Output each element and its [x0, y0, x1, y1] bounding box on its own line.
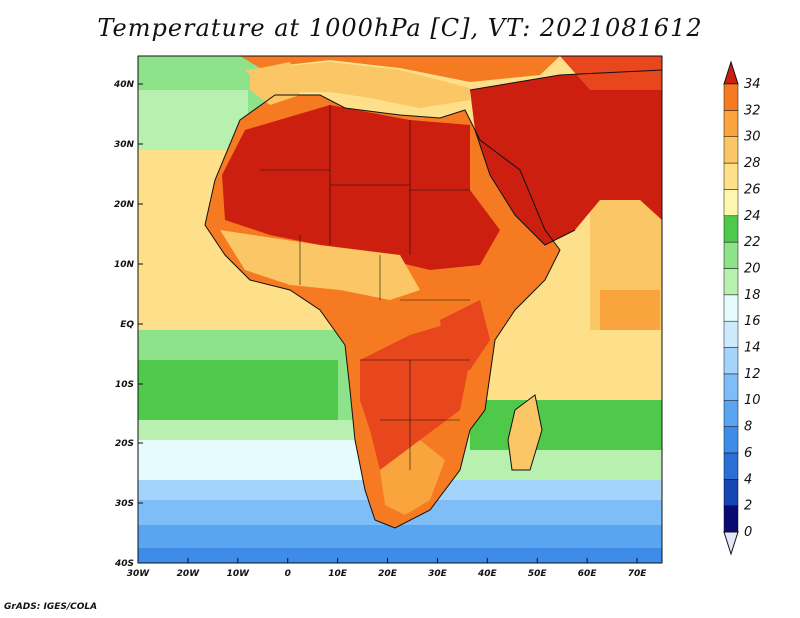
colorbar-label: 20 [744, 261, 761, 276]
colorbar-label: 18 [744, 288, 761, 303]
lon-label: 20E [378, 569, 398, 579]
colorbar-swatch [723, 479, 739, 506]
lat-label: 40N [113, 80, 135, 90]
colorbar-label: 30 [744, 130, 761, 145]
colorbar-label: 2 [744, 499, 752, 514]
temperature-field [138, 56, 662, 563]
colorbar-swatch [723, 268, 739, 296]
colorbar-swatch [723, 320, 739, 348]
lon-label: 10W [227, 569, 251, 579]
lat-label: 40S [114, 559, 134, 569]
lat-label: 30N [114, 140, 135, 150]
colorbar-label: 4 [744, 472, 752, 487]
colorbar-bottom-arrow [723, 531, 739, 556]
lon-label: 20W [177, 569, 201, 579]
colorbar-swatch [723, 110, 739, 137]
colorbar-swatch [723, 399, 739, 427]
colorbar-swatch [723, 136, 739, 164]
colorbar-label: 6 [744, 446, 752, 461]
lon-label: 10E [328, 569, 348, 579]
colorbar-swatch [723, 347, 739, 375]
longitude-axis: 30W 20W 10W 0 10E 20E 30E 40E 50E 60E 70E [127, 558, 647, 579]
colorbar-swatch [723, 294, 739, 322]
colorbar-label: 8 [744, 420, 752, 435]
colorbar-label: 12 [744, 367, 761, 382]
colorbar-label: 24 [744, 209, 761, 224]
map-title: Temperature at 1000hPa [C], VT: 20210816… [97, 14, 703, 42]
colorbar-swatch [723, 452, 739, 480]
colorbar-top-arrow [723, 60, 739, 85]
colorbar-label: 28 [744, 156, 761, 171]
colorbar-swatch [723, 373, 739, 401]
lat-label: 30S [115, 499, 134, 509]
colorbar-swatch [723, 505, 739, 533]
colorbar-label: 16 [744, 314, 761, 329]
coastline [204, 94, 561, 529]
lon-label: 60E [578, 569, 598, 579]
colorbar-swatch [723, 215, 739, 243]
lat-label: 10N [114, 260, 135, 270]
lat-label: EQ [120, 320, 134, 330]
lat-label: 10S [115, 380, 134, 390]
lat-label: 20S [115, 439, 134, 449]
colorbar-label: 10 [744, 393, 761, 408]
lon-label: 30E [428, 569, 448, 579]
colorbar-swatch [723, 162, 739, 190]
lon-label: 40E [477, 569, 498, 579]
colorbar-label: 22 [744, 235, 761, 250]
lon-label: 0 [285, 569, 291, 579]
colorbar-swatch [723, 241, 739, 269]
colorbar-label: 14 [744, 341, 761, 356]
colorbar-label: 32 [744, 103, 761, 118]
credit-text: GrADS: IGES/COLA [4, 602, 98, 612]
lon-label: 70E [628, 569, 648, 579]
colorbar-swatch [723, 189, 739, 217]
lon-label: 50E [528, 569, 548, 579]
colorbar-label: 26 [744, 182, 761, 197]
colorbar-label: 0 [744, 525, 752, 540]
colorbar-swatch [723, 83, 739, 111]
lon-label: 30W [127, 569, 151, 579]
colorbar-label: 34 [744, 77, 761, 92]
map-frame [137, 55, 663, 564]
lat-label: 20N [114, 200, 135, 210]
latitude-axis: 40N 30N 20N 10N EQ 10S 20S 30S 40S [113, 80, 143, 569]
colorbar-swatch [723, 426, 739, 454]
